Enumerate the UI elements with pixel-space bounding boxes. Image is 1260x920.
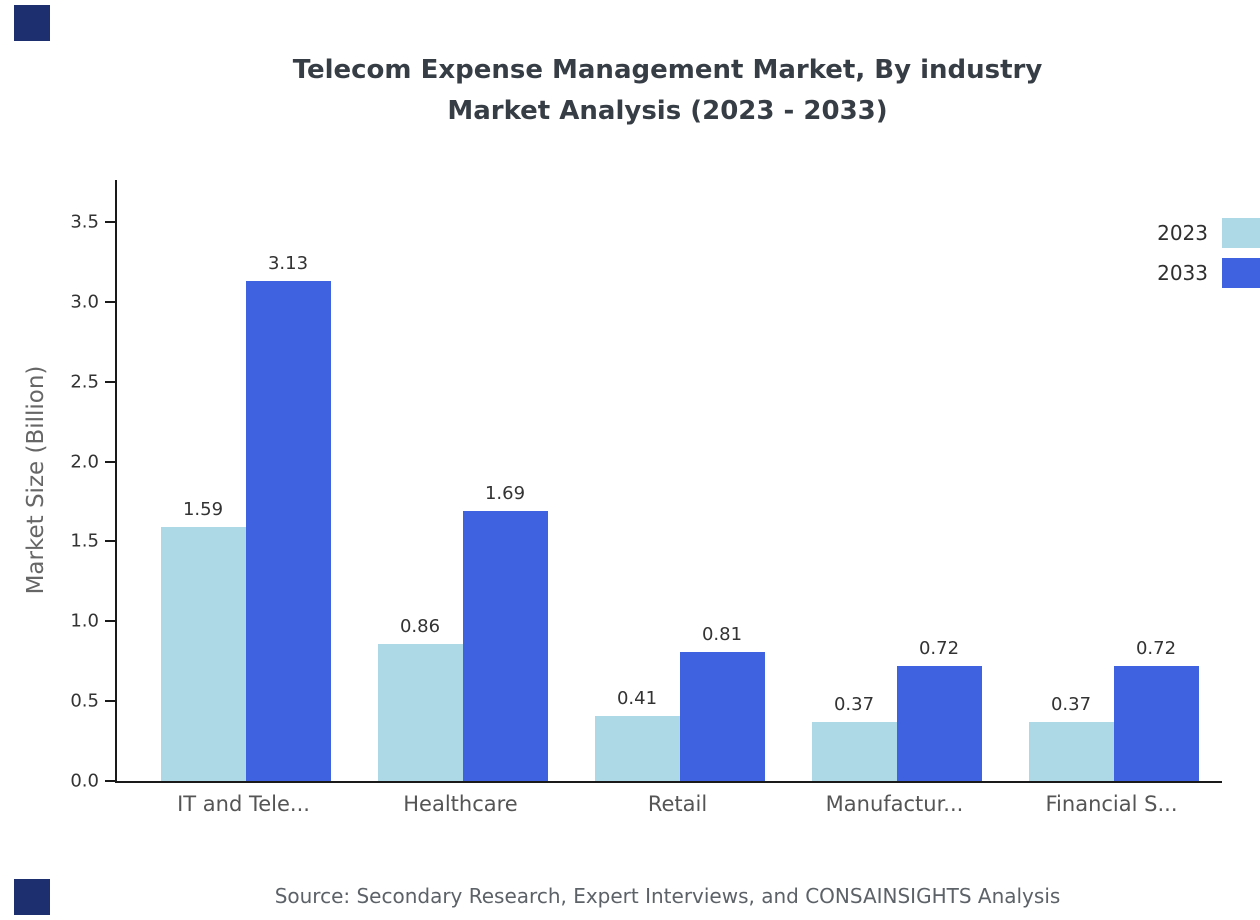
y-tick-label: 1.0 bbox=[70, 610, 99, 632]
bar-group: 0.37 0.72 bbox=[1028, 638, 1199, 781]
bar-value-label: 1.69 bbox=[484, 483, 526, 505]
bar-value-label: 0.41 bbox=[616, 687, 658, 709]
bar-2023 bbox=[160, 527, 246, 781]
bar-value-label: 0.37 bbox=[833, 693, 875, 715]
bar-column: 0.37 bbox=[811, 693, 897, 781]
bar-column: 1.59 bbox=[160, 499, 246, 781]
chart-title-line1: Telecom Expense Management Market, By in… bbox=[292, 55, 1043, 85]
bar-2023 bbox=[1028, 721, 1114, 781]
x-category-label: Retail bbox=[647, 792, 708, 816]
x-category-label: Manufactur... bbox=[825, 792, 964, 816]
bar-group: 1.59 3.13 bbox=[160, 253, 331, 781]
y-tick-mark bbox=[105, 620, 115, 623]
chart-title: Telecom Expense Management Market, By in… bbox=[115, 50, 1220, 132]
y-tick-mark bbox=[105, 300, 115, 303]
y-tick-label: 1.5 bbox=[70, 530, 99, 552]
x-category-label: Healthcare bbox=[403, 792, 518, 816]
plot-area: 1.59 3.13 0.86 1.69 0.41 0.81 0.37 0.72 0.37 0.72… bbox=[70, 180, 1222, 792]
legend-label: 2033 bbox=[1157, 261, 1208, 285]
bar-column: 0.86 bbox=[377, 615, 463, 781]
bar-value-label: 0.86 bbox=[399, 615, 441, 637]
y-tick-label: 2.0 bbox=[70, 451, 99, 473]
bar-2033 bbox=[462, 511, 548, 781]
source-note: Source: Secondary Research, Expert Inter… bbox=[274, 884, 1061, 908]
bar-column: 0.72 bbox=[1113, 638, 1199, 781]
bar-2023 bbox=[811, 721, 897, 781]
y-tick-mark bbox=[105, 460, 115, 463]
x-category-label: IT and Tele... bbox=[177, 792, 310, 816]
bar-value-label: 3.13 bbox=[267, 253, 309, 275]
y-tick-label: 3.5 bbox=[70, 211, 99, 233]
bar-value-label: 0.72 bbox=[918, 638, 960, 660]
bar-2033 bbox=[896, 666, 982, 781]
bar-column: 3.13 bbox=[245, 253, 331, 781]
y-tick-label: 0.0 bbox=[70, 770, 99, 792]
bar-column: 0.81 bbox=[679, 623, 765, 781]
y-tick-label: 3.0 bbox=[70, 291, 99, 313]
bar-column: 0.72 bbox=[896, 638, 982, 781]
bar-2033 bbox=[1113, 666, 1199, 781]
bar-column: 0.37 bbox=[1028, 693, 1114, 781]
y-tick-mark bbox=[105, 780, 115, 782]
bar-2033 bbox=[679, 651, 765, 781]
bar-value-label: 0.37 bbox=[1050, 693, 1092, 715]
y-tick-mark bbox=[105, 221, 115, 223]
chart-title-line2: Market Analysis (2023 - 2033) bbox=[447, 96, 888, 126]
corner-accent-top-left bbox=[14, 5, 50, 41]
legend-item: 2023 bbox=[1157, 218, 1260, 248]
legend: 2023 2033 bbox=[1157, 218, 1260, 288]
bar-value-label: 0.81 bbox=[701, 623, 743, 645]
corner-accent-bottom-left bbox=[14, 879, 50, 915]
y-axis-label: Market Size (Billion) bbox=[23, 365, 49, 595]
legend-label: 2023 bbox=[1157, 221, 1208, 245]
x-axis-labels: IT and Tele... Healthcare Retail Manufactur… bbox=[135, 792, 1220, 816]
x-category-label: Financial S... bbox=[1045, 792, 1178, 816]
bar-2023 bbox=[377, 643, 463, 781]
bar-column: 0.41 bbox=[594, 687, 680, 781]
bar-group: 0.37 0.72 bbox=[811, 638, 982, 781]
y-tick-mark bbox=[105, 700, 115, 703]
y-tick-mark bbox=[105, 380, 115, 383]
y-tick-label: 2.5 bbox=[70, 371, 99, 393]
bar-value-label: 1.59 bbox=[182, 499, 224, 521]
bar-2033 bbox=[245, 281, 331, 781]
bar-2023 bbox=[594, 715, 680, 781]
legend-swatch bbox=[1222, 258, 1260, 288]
y-tick-mark bbox=[105, 540, 115, 543]
legend-item: 2033 bbox=[1157, 258, 1260, 288]
bars-container: 1.59 3.13 0.86 1.69 0.41 0.81 0.37 0.72 0.37 0.72 bbox=[137, 180, 1222, 781]
bar-group: 0.86 1.69 bbox=[377, 483, 548, 781]
bar-column: 1.69 bbox=[462, 483, 548, 781]
legend-swatch bbox=[1222, 218, 1260, 248]
bar-group: 0.41 0.81 bbox=[594, 623, 765, 781]
y-tick-label: 0.5 bbox=[70, 690, 99, 712]
bar-value-label: 0.72 bbox=[1135, 638, 1177, 660]
